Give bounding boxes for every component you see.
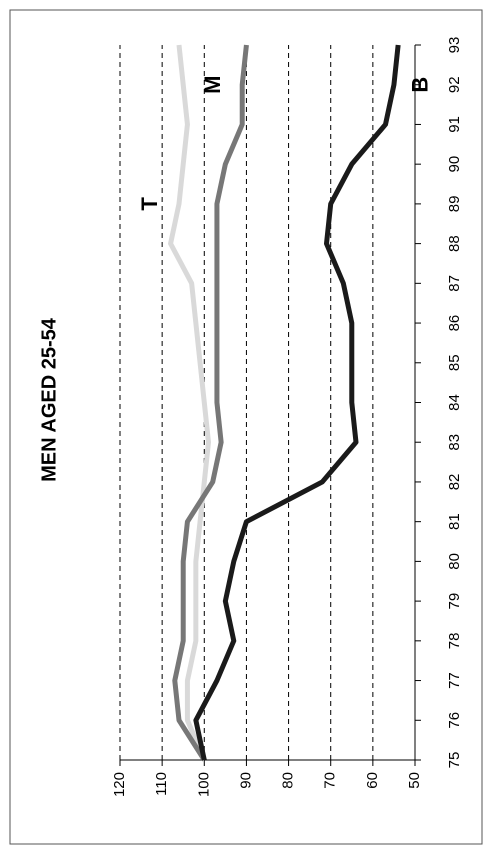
x-tick-label: 87 [446,275,463,292]
x-tick-label: 89 [446,196,463,213]
series-line [168,44,211,761]
x-tick-label: 83 [446,434,463,451]
x-tick-label: 90 [446,156,463,173]
series-label: T [137,197,162,211]
x-tick-label: 93 [446,37,463,54]
x-tick-label: 75 [446,752,463,769]
x-tick-label: 92 [446,76,463,93]
series-line [172,44,249,762]
y-tick-label: 70 [322,772,339,789]
frame [9,9,483,845]
x-tick-label: 85 [446,354,463,371]
x-tick-label: 86 [446,315,463,332]
x-tick-label: 82 [446,474,463,491]
y-tick-label: 90 [237,772,254,789]
x-tick-label: 80 [446,553,463,570]
x-tick-label: 91 [446,116,463,133]
x-tick-label: 76 [446,712,463,729]
series-label: M [200,76,225,94]
y-tick-label: 80 [280,772,297,789]
x-tick-label: 78 [446,632,463,649]
x-tick-label: 88 [446,235,463,252]
y-tick-label: 60 [364,772,381,789]
chart-title: MEN AGED 25-54 [38,317,60,482]
x-tick-label: 84 [446,394,463,411]
y-tick-label: 50 [406,772,423,789]
rotated-plot: MEN AGED 25-54 50 60 70 80 90 100 110 120 75 76 77… [38,37,463,797]
y-tick-label: 100 [195,772,212,797]
series-line [193,44,401,761]
x-tick-label: 81 [446,513,463,530]
y-tick-label: 120 [111,772,128,797]
y-tick-label: 110 [153,772,170,796]
x-tick-label: 77 [446,672,463,689]
x-tick-label: 79 [446,593,463,610]
series-label: B [408,77,433,93]
